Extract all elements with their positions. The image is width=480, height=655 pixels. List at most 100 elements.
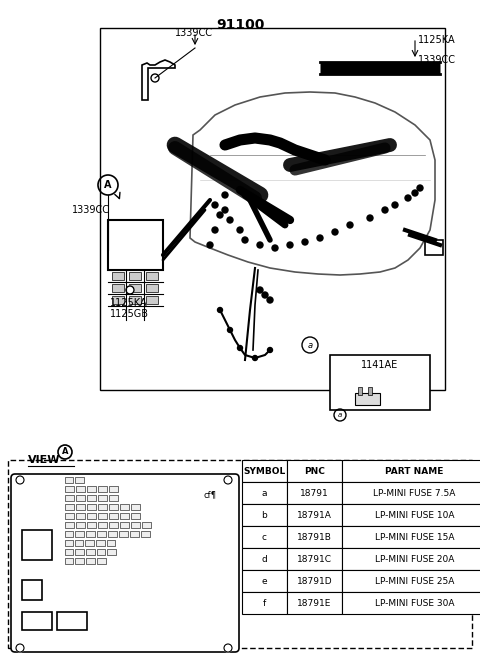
Bar	[109, 522, 118, 528]
Bar	[358, 387, 362, 395]
Bar	[75, 558, 84, 564]
Circle shape	[227, 217, 233, 223]
Bar	[107, 540, 115, 546]
Circle shape	[412, 190, 418, 196]
Text: 1339CC: 1339CC	[175, 28, 213, 38]
Bar	[108, 220, 163, 270]
Bar	[65, 486, 74, 492]
Bar	[242, 482, 287, 504]
Circle shape	[238, 345, 242, 350]
Bar	[65, 513, 74, 519]
Circle shape	[317, 235, 323, 241]
Circle shape	[367, 215, 373, 221]
Circle shape	[222, 192, 228, 198]
Text: a: a	[307, 341, 312, 350]
Circle shape	[222, 207, 228, 213]
Bar	[76, 486, 85, 492]
Text: 1125GB: 1125GB	[110, 309, 149, 319]
Text: LP-MINI FUSE 25A: LP-MINI FUSE 25A	[375, 576, 454, 586]
Text: 1141AE: 1141AE	[361, 360, 398, 370]
Bar	[242, 548, 287, 570]
Circle shape	[257, 287, 263, 293]
Text: a: a	[262, 489, 267, 498]
Bar	[87, 504, 96, 510]
Bar	[98, 495, 107, 501]
Bar	[287, 548, 342, 570]
Text: A: A	[62, 447, 68, 457]
Bar	[98, 504, 107, 510]
Circle shape	[224, 476, 232, 484]
Circle shape	[217, 307, 223, 312]
Bar	[86, 558, 95, 564]
Bar	[242, 570, 287, 592]
Text: a: a	[338, 412, 342, 418]
Bar	[425, 240, 443, 255]
Text: PART NAME: PART NAME	[385, 466, 444, 476]
Bar	[76, 495, 85, 501]
Bar	[129, 296, 141, 304]
Circle shape	[207, 242, 213, 248]
Text: cf¶: cf¶	[204, 490, 216, 499]
Text: SYMBOL: SYMBOL	[243, 466, 286, 476]
Bar	[342, 526, 480, 548]
Circle shape	[262, 292, 268, 298]
Text: LP-MINI FUSE 15A: LP-MINI FUSE 15A	[375, 533, 454, 542]
Text: 1125KA: 1125KA	[110, 298, 148, 308]
Bar	[342, 570, 480, 592]
Bar	[129, 284, 141, 292]
Bar	[368, 387, 372, 395]
Bar	[65, 477, 73, 483]
Text: 91100: 91100	[216, 18, 264, 32]
Bar	[75, 477, 84, 483]
Bar	[287, 504, 342, 526]
Bar	[87, 522, 96, 528]
Circle shape	[302, 239, 308, 245]
Bar	[131, 504, 140, 510]
Bar	[97, 549, 105, 555]
Bar	[142, 522, 151, 528]
Bar	[355, 393, 380, 405]
Bar	[330, 355, 430, 410]
Bar	[86, 531, 95, 537]
Circle shape	[347, 222, 353, 228]
Circle shape	[267, 297, 273, 303]
Circle shape	[224, 644, 232, 652]
Bar	[75, 549, 84, 555]
Text: 18791E: 18791E	[297, 599, 332, 607]
Bar	[65, 495, 74, 501]
Circle shape	[237, 227, 243, 233]
Bar	[22, 530, 52, 560]
Circle shape	[151, 74, 159, 82]
Bar	[109, 495, 118, 501]
Bar	[287, 526, 342, 548]
Text: 1125KA: 1125KA	[418, 35, 456, 45]
Circle shape	[417, 185, 423, 191]
Bar	[75, 540, 83, 546]
Bar	[107, 549, 116, 555]
Bar	[87, 486, 96, 492]
Text: 18791B: 18791B	[297, 533, 332, 542]
Circle shape	[212, 202, 218, 208]
Circle shape	[252, 356, 257, 360]
Bar	[98, 513, 107, 519]
Bar	[98, 522, 107, 528]
Text: LP-MINI FUSE 7.5A: LP-MINI FUSE 7.5A	[373, 489, 456, 498]
Bar	[146, 296, 158, 304]
Bar	[287, 482, 342, 504]
Text: b: b	[262, 510, 267, 519]
Circle shape	[242, 237, 248, 243]
Bar	[342, 482, 480, 504]
Bar	[97, 531, 106, 537]
FancyBboxPatch shape	[11, 474, 239, 652]
Circle shape	[392, 202, 398, 208]
Bar	[76, 504, 85, 510]
Bar	[109, 504, 118, 510]
Text: LP-MINI FUSE 30A: LP-MINI FUSE 30A	[375, 599, 454, 607]
Text: 1339CC: 1339CC	[72, 205, 110, 215]
Bar	[242, 592, 287, 614]
Circle shape	[257, 242, 263, 248]
Bar	[65, 504, 74, 510]
Bar	[130, 531, 139, 537]
Circle shape	[382, 207, 388, 213]
Text: c: c	[262, 533, 267, 542]
